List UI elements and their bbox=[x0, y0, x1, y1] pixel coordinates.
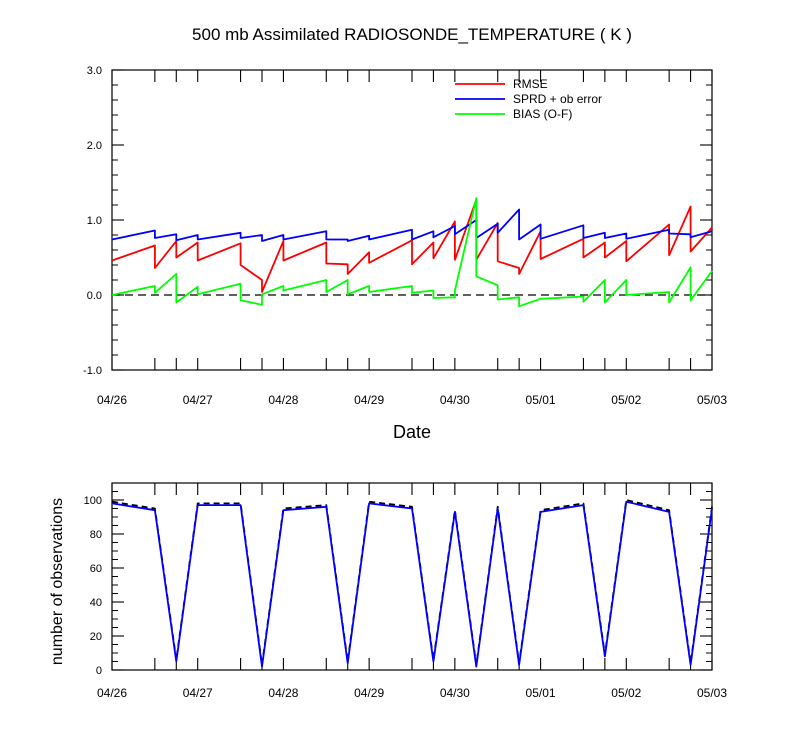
y-tick-label: -1.0 bbox=[83, 365, 102, 377]
x-axis-label: Date bbox=[393, 422, 431, 442]
x-tick-label: 04/26 bbox=[97, 393, 127, 407]
y-tick-label: 0.0 bbox=[87, 290, 102, 302]
y-tick-label: 1.0 bbox=[87, 215, 102, 227]
panel-1: 500 mb Assimilated RADIOSONDE_TEMPERATUR… bbox=[83, 25, 727, 442]
x-tick-label: 04/26 bbox=[97, 686, 127, 700]
y-tick-label: 40 bbox=[90, 597, 102, 609]
legend-label: BIAS (O-F) bbox=[513, 107, 572, 121]
x-tick-label: 05/03 bbox=[697, 393, 727, 407]
legend-label: SPRD + ob error bbox=[513, 92, 602, 106]
x-tick-label: 05/02 bbox=[611, 686, 641, 700]
series-line-rmse bbox=[111, 198, 713, 293]
y-tick-label: 20 bbox=[90, 631, 102, 643]
series-line-bias-o-f bbox=[111, 197, 713, 308]
y-tick-label: 80 bbox=[90, 529, 102, 541]
y-tick-label: 3.0 bbox=[87, 65, 102, 77]
panel-2: 0 20 40 60 80 100 04/26 04/27 04/28 04/29 04/30 05/… bbox=[49, 482, 727, 700]
series-line-used bbox=[111, 500, 713, 668]
series-line-possible bbox=[111, 499, 713, 666]
x-tick-label: 04/30 bbox=[440, 393, 470, 407]
x-tick-label: 04/30 bbox=[440, 686, 470, 700]
x-tick-label: 05/02 bbox=[611, 393, 641, 407]
x-tick-label: 04/27 bbox=[183, 686, 213, 700]
x-tick-label: 04/28 bbox=[268, 686, 298, 700]
plot-frame bbox=[111, 69, 713, 371]
y-tick-label: 0 bbox=[96, 665, 102, 677]
y-tick-label: 2.0 bbox=[87, 140, 102, 152]
x-tick-label: 04/27 bbox=[183, 393, 213, 407]
y-tick-label: 100 bbox=[84, 495, 102, 507]
y-tick-label: 60 bbox=[90, 563, 102, 575]
x-tick-label: 04/29 bbox=[354, 686, 384, 700]
x-tick-label: 05/03 bbox=[697, 686, 727, 700]
legend-label: RMSE bbox=[513, 77, 548, 91]
x-tick-label: 05/01 bbox=[526, 393, 556, 407]
x-tick-label: 04/28 bbox=[268, 393, 298, 407]
y-axis-label: number of observations bbox=[49, 498, 66, 665]
series-line-sprd-ob-error bbox=[111, 208, 713, 242]
chart-title: 500 mb Assimilated RADIOSONDE_TEMPERATUR… bbox=[192, 25, 632, 44]
x-tick-label: 05/01 bbox=[526, 686, 556, 700]
x-tick-label: 04/29 bbox=[354, 393, 384, 407]
